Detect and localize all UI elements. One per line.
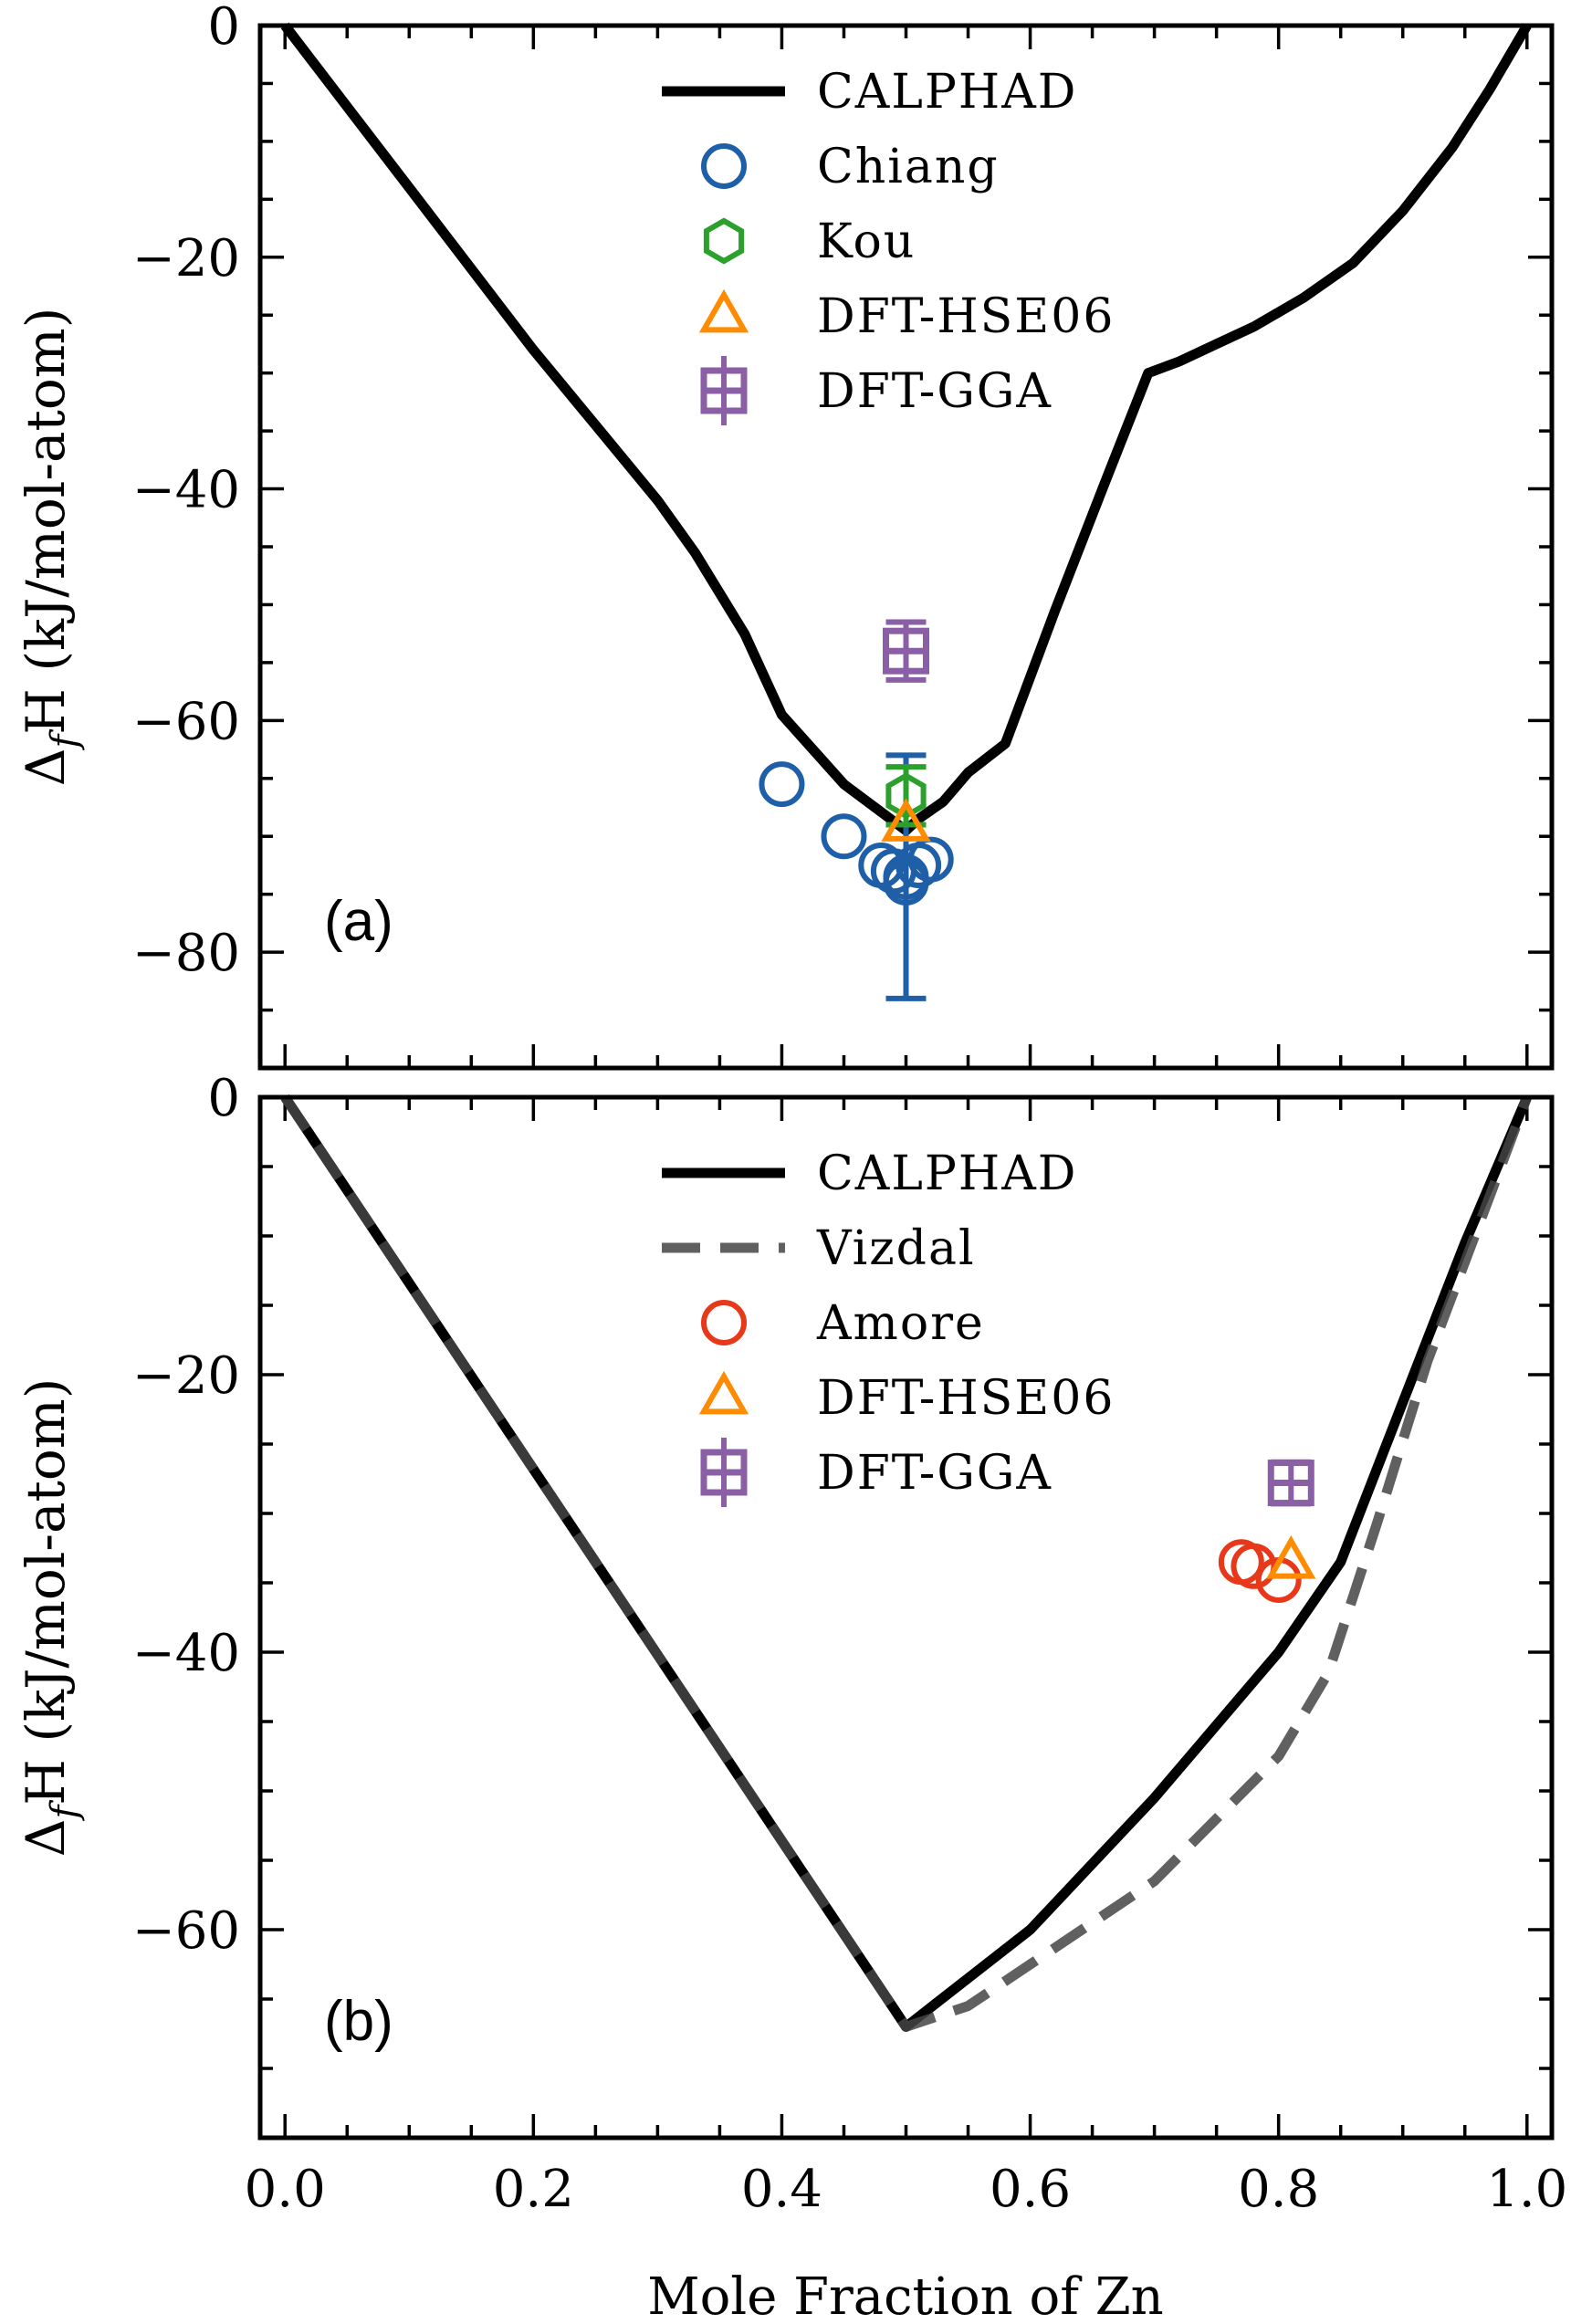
legend-item-vizdal: Vizdal: [662, 1221, 976, 1276]
series-vizdal-line: [280, 1094, 1532, 2032]
y-tick-label: −20: [132, 1346, 240, 1406]
legend-item-calphad: CALPHAD: [662, 65, 1077, 120]
y-axis-label-symbol: Δ: [15, 748, 77, 787]
panels: 0 −20 −40 −60 −80 ΔfH (kJ/mol-atom) CALPHAD Chi…: [15, 0, 1567, 2219]
y-tick-label: −40: [132, 461, 240, 520]
legend-item-kou-swatch: [703, 217, 745, 265]
axes-frame: [257, 1094, 1555, 2141]
legend-item-dft-hse06: DFT-HSE06: [698, 1370, 1115, 1426]
series-dft-gga-point: [1267, 1460, 1314, 1507]
legend-item-vizdal-label: Vizdal: [816, 1221, 976, 1276]
panel-label: (b): [324, 1990, 393, 2053]
legend-item-dft-hse06-label: DFT-HSE06: [817, 289, 1115, 344]
legend-item-amore-label: Amore: [816, 1296, 985, 1351]
legend-item-calphad-label: CALPHAD: [817, 1146, 1077, 1201]
y-tick-label: 0: [207, 1069, 240, 1128]
x-tick-label: 1.0: [1486, 2160, 1567, 2219]
x-tick-label: 0.0: [245, 2160, 326, 2219]
legend-item-kou: Kou: [703, 215, 916, 269]
legend-item-dft-gga: DFT-GGA: [700, 1438, 1053, 1507]
legend-item-dft-hse06: DFT-HSE06: [698, 288, 1115, 344]
series-dft-hse06-point: [1266, 1535, 1316, 1579]
legend-item-dft-gga-label: DFT-GGA: [817, 364, 1053, 419]
x-tick-label: 0.4: [741, 2160, 822, 2219]
y-axis-label-symbol: Δ: [15, 1819, 77, 1858]
legend-item-amore-swatch: [701, 1300, 747, 1345]
series-calphad-line: [280, 22, 1532, 836]
legend-item-chiang: Chiang: [701, 140, 1000, 194]
legend-item-calphad: CALPHAD: [662, 1146, 1077, 1201]
legend-item-dft-gga: DFT-GGA: [700, 356, 1053, 425]
y-tick-label: −20: [132, 229, 240, 288]
axes-frame: [257, 23, 1555, 1071]
series-chiang-point: [759, 761, 805, 808]
y-axis-label-text: H (kJ/mol-atom): [15, 308, 77, 735]
series-kou-point: [885, 772, 927, 820]
chart-panel-1: 0 −20 −40 −60 −80 ΔfH (kJ/mol-atom) CALPHAD Chi…: [15, 0, 1555, 1071]
legend-item-dft-gga-swatch: [700, 1449, 748, 1496]
legend-item-chiang-swatch: [701, 143, 747, 189]
x-axis-label: Mole Fraction of Zn: [647, 2267, 1164, 2324]
legend-item-calphad-label: CALPHAD: [817, 65, 1077, 120]
y-tick-label: 0: [207, 0, 240, 57]
panel-label: (a): [324, 890, 393, 953]
y-tick-label: −40: [132, 1624, 240, 1683]
series-chiang-point: [821, 813, 867, 860]
y-tick-label: −80: [132, 924, 240, 983]
y-axis-label-text: H (kJ/mol-atom): [15, 1378, 77, 1806]
legend-item-chiang-label: Chiang: [817, 140, 1000, 194]
legend-item-dft-hse06-swatch: [698, 288, 749, 333]
series-chiang-point: [907, 836, 954, 883]
legend: CALPHAD Chiang Kou DFT-HSE06 DFT-GGA: [662, 65, 1115, 425]
x-tick-label: 0.2: [493, 2160, 574, 2219]
x-tick-label: 0.8: [1238, 2160, 1319, 2219]
legend-item-amore: Amore: [701, 1296, 985, 1351]
legend: CALPHAD Vizdal Amore DFT-HSE06 DFT-GGA: [662, 1146, 1115, 1507]
series-dft-hse06-point: [881, 798, 931, 842]
legend-item-dft-gga-label: DFT-GGA: [817, 1446, 1053, 1501]
y-tick-label: −60: [132, 1901, 240, 1961]
legend-item-kou-label: Kou: [817, 215, 916, 269]
series-dft-gga-point: [883, 627, 929, 675]
legend-item-dft-hse06-swatch: [698, 1370, 749, 1415]
x-tick-label: 0.6: [990, 2160, 1071, 2219]
chart-panel-2: 0 −20 −40 −60 ΔfH (kJ/mol-atom) CALPHAD Vizdal…: [15, 1069, 1555, 2141]
y-axis-label: ΔfH (kJ/mol-atom): [15, 1378, 86, 1858]
y-tick-label: −60: [132, 692, 240, 751]
legend-item-dft-gga-swatch: [700, 367, 748, 414]
y-axis-label: ΔfH (kJ/mol-atom): [15, 308, 86, 787]
legend-item-dft-hse06-label: DFT-HSE06: [817, 1371, 1115, 1426]
